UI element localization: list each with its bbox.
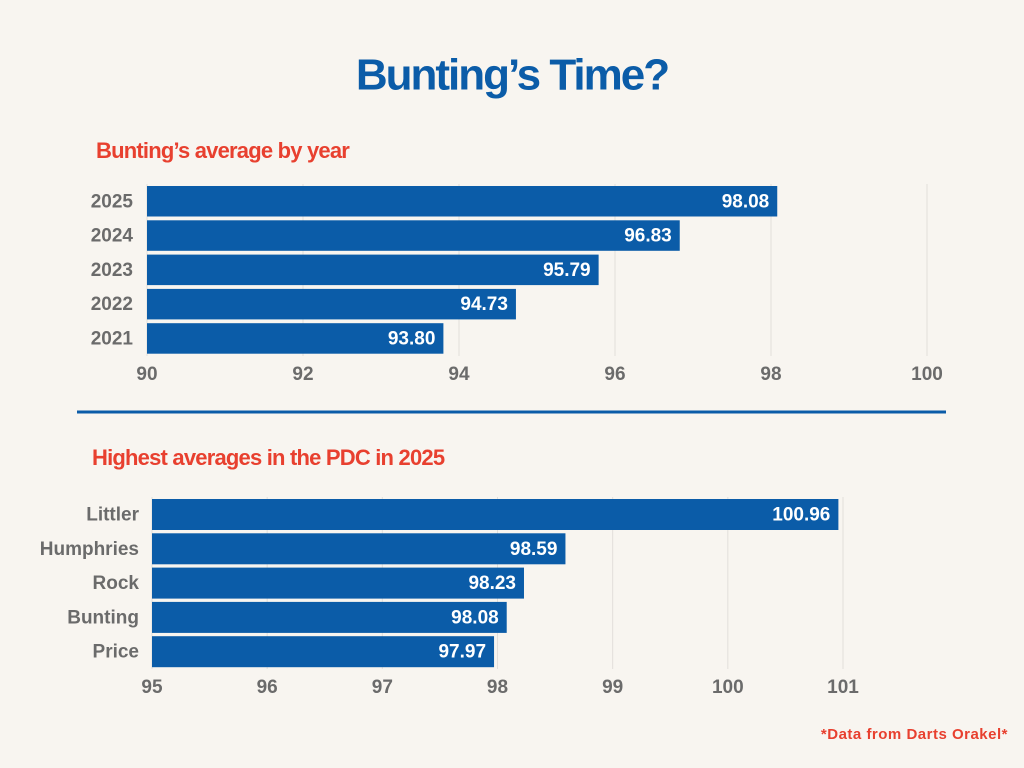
y-tick-label: 2024 bbox=[91, 226, 134, 247]
x-tick-label: 101 bbox=[827, 677, 859, 698]
value-label: 98.23 bbox=[468, 573, 516, 594]
value-label: 100.96 bbox=[772, 505, 830, 526]
source-note: *Data from Darts Orakel* bbox=[821, 726, 1008, 743]
value-label: 94.73 bbox=[460, 294, 508, 315]
value-label: 98.59 bbox=[510, 539, 558, 560]
x-tick-label: 94 bbox=[448, 364, 470, 385]
x-tick-label: 100 bbox=[712, 677, 744, 698]
chart-title: Highest averages in the PDC in 2025 bbox=[92, 445, 445, 470]
bar bbox=[152, 533, 566, 565]
x-tick-label: 99 bbox=[602, 677, 623, 698]
y-tick-label: Humphries bbox=[40, 539, 139, 560]
bar bbox=[147, 186, 778, 217]
value-label: 98.08 bbox=[451, 607, 499, 628]
bar bbox=[152, 601, 507, 633]
y-tick-label: Price bbox=[93, 642, 139, 663]
bar bbox=[152, 567, 524, 599]
y-tick-label: 2021 bbox=[91, 328, 134, 349]
bar bbox=[147, 323, 444, 354]
y-tick-label: 2022 bbox=[91, 294, 133, 315]
page-title: Bunting’s Time? bbox=[356, 51, 668, 100]
bar bbox=[152, 499, 839, 530]
x-tick-label: 92 bbox=[292, 364, 313, 385]
y-tick-label: Bunting bbox=[67, 607, 139, 628]
x-tick-label: 90 bbox=[136, 364, 157, 385]
x-tick-label: 95 bbox=[141, 677, 163, 698]
x-tick-label: 97 bbox=[372, 677, 393, 698]
value-label: 95.79 bbox=[543, 260, 591, 281]
value-label: 93.80 bbox=[388, 328, 436, 349]
y-tick-label: Rock bbox=[93, 573, 140, 594]
x-tick-label: 100 bbox=[911, 364, 943, 385]
value-label: 97.97 bbox=[438, 642, 486, 663]
bar bbox=[147, 288, 516, 320]
y-tick-label: 2023 bbox=[91, 260, 133, 281]
value-label: 96.83 bbox=[624, 226, 672, 247]
y-tick-label: 2025 bbox=[91, 191, 134, 212]
x-tick-label: 96 bbox=[604, 364, 625, 385]
chart-title: Bunting’s average by year bbox=[96, 138, 350, 163]
bar bbox=[147, 220, 680, 251]
x-tick-label: 96 bbox=[257, 677, 278, 698]
x-tick-label: 98 bbox=[487, 677, 508, 698]
x-tick-label: 98 bbox=[760, 364, 781, 385]
bar bbox=[147, 254, 599, 286]
bar bbox=[152, 636, 495, 668]
y-tick-label: Littler bbox=[86, 505, 139, 526]
value-label: 98.08 bbox=[722, 191, 770, 212]
